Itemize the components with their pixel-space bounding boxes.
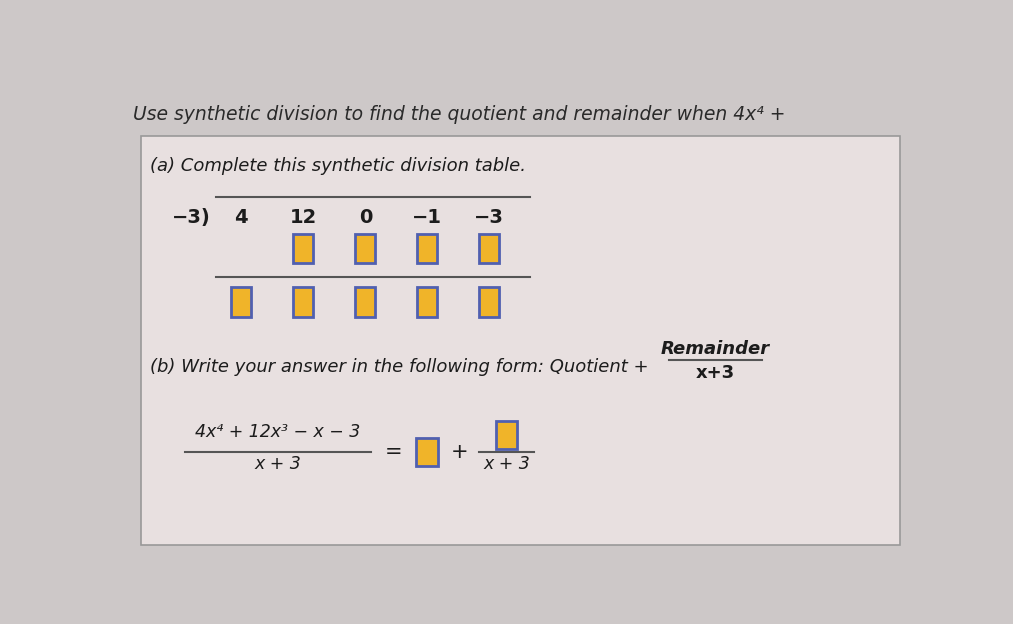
FancyBboxPatch shape bbox=[293, 233, 313, 263]
FancyBboxPatch shape bbox=[416, 438, 439, 466]
FancyBboxPatch shape bbox=[356, 288, 376, 316]
FancyBboxPatch shape bbox=[231, 288, 251, 316]
FancyBboxPatch shape bbox=[141, 137, 901, 545]
Text: (b) Write your answer in the following form: Quotient +: (b) Write your answer in the following f… bbox=[150, 358, 648, 376]
Text: x + 3: x + 3 bbox=[483, 456, 530, 473]
Text: (a) Complete this synthetic division table.: (a) Complete this synthetic division tab… bbox=[150, 157, 526, 175]
FancyBboxPatch shape bbox=[495, 421, 518, 449]
Text: −3: −3 bbox=[474, 208, 504, 227]
Text: 4x⁴ + 12x³ − x − 3: 4x⁴ + 12x³ − x − 3 bbox=[196, 424, 361, 441]
Text: 12: 12 bbox=[290, 208, 317, 227]
Text: x+3: x+3 bbox=[696, 364, 735, 382]
Text: Remainder: Remainder bbox=[661, 340, 770, 358]
Text: x + 3: x + 3 bbox=[254, 456, 301, 473]
FancyBboxPatch shape bbox=[479, 233, 499, 263]
Text: +: + bbox=[451, 442, 469, 462]
Text: 4: 4 bbox=[235, 208, 248, 227]
Text: Use synthetic division to find the quotient and remainder when 4x⁴ +: Use synthetic division to find the quoti… bbox=[133, 105, 785, 124]
FancyBboxPatch shape bbox=[479, 288, 499, 316]
FancyBboxPatch shape bbox=[293, 288, 313, 316]
Text: −1: −1 bbox=[412, 208, 443, 227]
FancyBboxPatch shape bbox=[356, 233, 376, 263]
Text: =: = bbox=[385, 442, 403, 462]
Text: −3): −3) bbox=[171, 208, 211, 227]
Text: 0: 0 bbox=[359, 208, 372, 227]
FancyBboxPatch shape bbox=[417, 233, 438, 263]
FancyBboxPatch shape bbox=[417, 288, 438, 316]
